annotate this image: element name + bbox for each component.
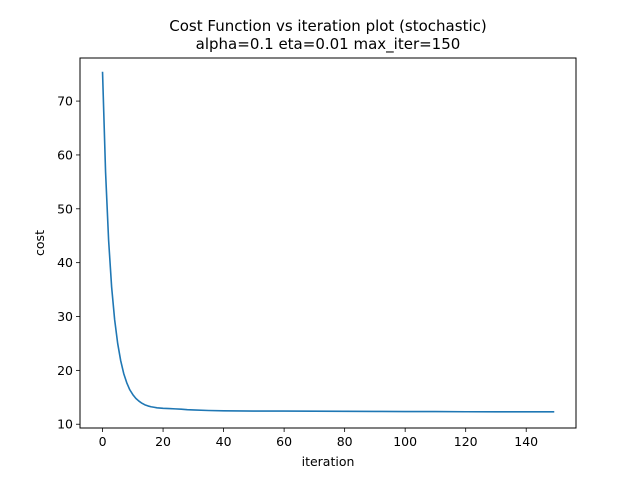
series-line	[101, 71, 555, 413]
chart-title: Cost Function vs iteration plot (stochas…	[169, 17, 486, 35]
plot-frame	[79, 57, 577, 429]
ticks-layer: 0 20 40 60 80 100 120 140 10 20 30 40 50 60 70	[57, 94, 538, 449]
y-axis-label: cost	[32, 230, 47, 256]
x-tick-label: 20	[155, 434, 171, 449]
x-tick-label: 100	[393, 434, 417, 449]
x-axis-label: iteration	[302, 454, 355, 469]
x-tick-label: 140	[514, 434, 538, 449]
y-tick-label: 70	[57, 94, 73, 109]
series-layer	[101, 71, 555, 413]
x-tick-label: 60	[276, 434, 292, 449]
x-tick-label: 40	[216, 434, 232, 449]
x-tick-label: 0	[99, 434, 107, 449]
y-tick-label: 40	[57, 255, 73, 270]
plot-area	[80, 58, 576, 428]
x-tick-label: 80	[337, 434, 353, 449]
y-tick-label: 10	[57, 417, 73, 432]
y-tick-label: 30	[57, 309, 73, 324]
chart-subtitle: alpha=0.1 eta=0.01 max_iter=150	[196, 35, 461, 54]
y-tick-label: 50	[57, 201, 73, 216]
x-tick-label: 120	[454, 434, 478, 449]
y-tick-label: 60	[57, 147, 73, 162]
y-tick-label: 20	[57, 363, 73, 378]
